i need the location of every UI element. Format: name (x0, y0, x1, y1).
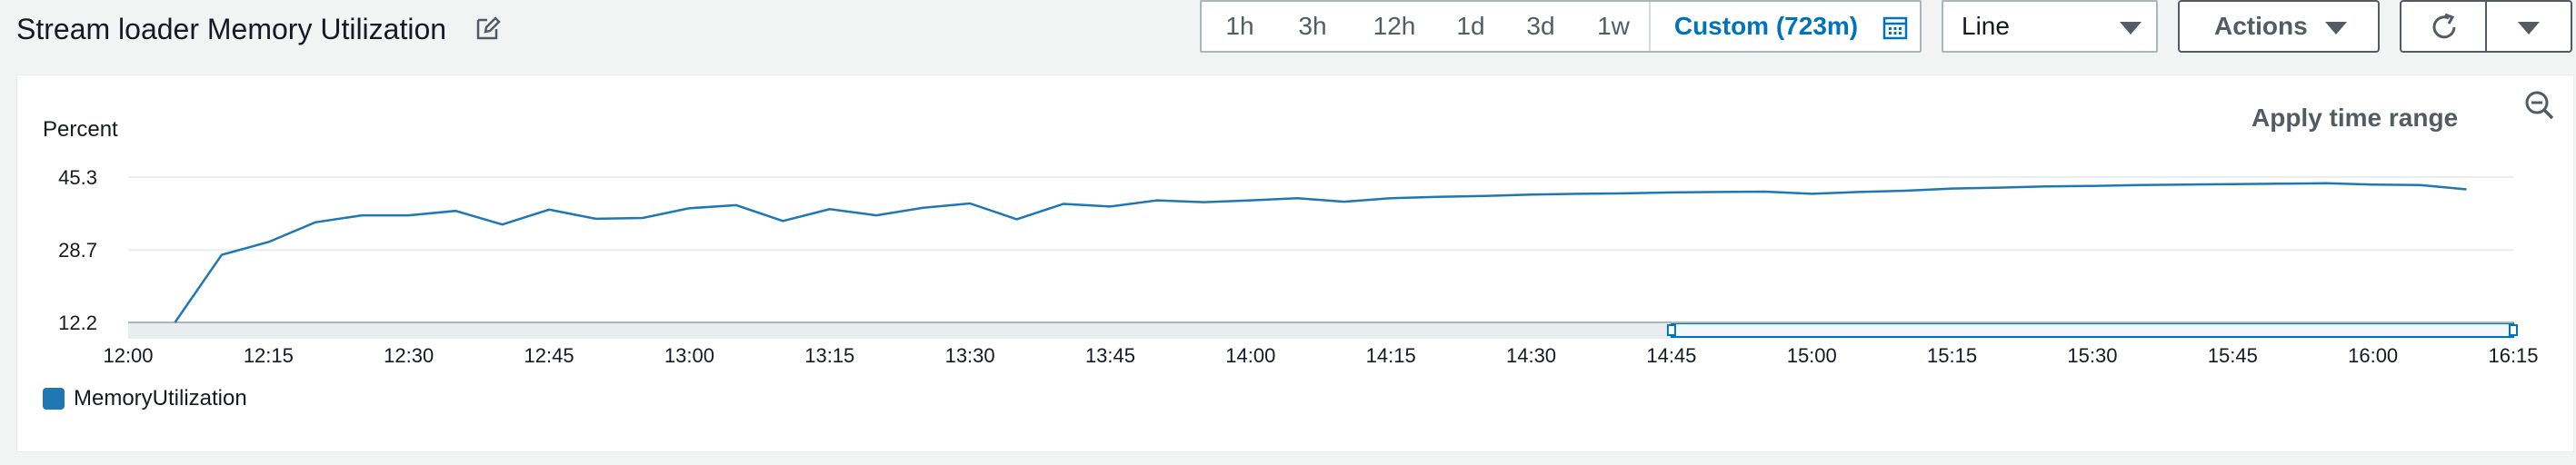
chevron-down-icon (2325, 22, 2347, 35)
x-tick-label: 13:15 (804, 344, 854, 367)
refresh-button[interactable] (2400, 0, 2487, 53)
range-divider (1649, 2, 1651, 51)
actions-label: Actions (2214, 12, 2308, 40)
brush-handle-left (1666, 324, 1676, 336)
x-tick-label: 12:15 (244, 344, 294, 367)
brush-handle-right (2509, 324, 2518, 336)
y-tick-label: 12.2 (58, 312, 97, 334)
chart-panel: Percent Apply time range 45.3 28.7 12.2 12:… (16, 74, 2574, 452)
legend-swatch (43, 388, 65, 410)
chevron-down-icon (2120, 22, 2142, 35)
range-12h-button[interactable]: 12h (1373, 12, 1416, 40)
edit-icon[interactable] (474, 15, 502, 42)
legend-label: MemoryUtilization (74, 386, 247, 411)
calendar-icon[interactable] (1882, 14, 1909, 41)
actions-button[interactable]: Actions (2178, 0, 2380, 53)
range-1d-button[interactable]: 1d (1456, 12, 1485, 40)
refresh-icon (2432, 13, 2456, 39)
x-tick-label: 12:30 (384, 344, 434, 367)
x-tick-label: 15:30 (2067, 344, 2117, 367)
y-tick-label: 28.7 (58, 239, 97, 262)
y-axis-unit-label: Percent (43, 117, 118, 142)
x-tick-label: 14:45 (1646, 344, 1696, 367)
x-tick-label: 16:15 (2488, 344, 2538, 367)
chart-type-select[interactable]: Line (1942, 0, 2158, 53)
chart-type-value: Line (1962, 12, 2010, 40)
zoom-out-icon[interactable] (2522, 88, 2557, 123)
brush-selection (1670, 322, 2514, 338)
x-tick-label: 12:45 (524, 344, 574, 367)
widget-header: Stream loader Memory Utilization 1h 3h 1… (0, 0, 2576, 60)
series-line-MemoryUtilization (174, 182, 2467, 323)
line-chart: 45.3 28.7 12.2 12:00 12:15 12:30 12:45 13:00 13:… (58, 166, 2538, 367)
chevron-down-icon (2518, 22, 2540, 35)
x-tick-label: 13:30 (945, 344, 995, 367)
range-3d-button[interactable]: 3d (1526, 12, 1555, 40)
range-1h-button[interactable]: 1h (1225, 12, 1254, 40)
widget-title: Stream loader Memory Utilization (16, 13, 447, 45)
time-range-selector: 1h 3h 12h 1d 3d 1w Custom (723m) (1200, 0, 1922, 53)
x-tick-label: 15:00 (1787, 344, 1837, 367)
x-tick-label: 12:00 (103, 344, 153, 367)
x-tick-label: 13:00 (664, 344, 714, 367)
x-tick-label: 14:15 (1366, 344, 1416, 367)
range-3h-button[interactable]: 3h (1298, 12, 1327, 40)
x-tick-label: 15:15 (1927, 344, 1977, 367)
x-tick-label: 14:30 (1506, 344, 1556, 367)
custom-range-button[interactable]: Custom (723m) (1673, 12, 1859, 40)
x-tick-label: 14:00 (1225, 344, 1275, 367)
x-tick-label: 13:45 (1085, 344, 1135, 367)
x-tick-label: 15:45 (2208, 344, 2258, 367)
x-tick-label: 16:00 (2348, 344, 2398, 367)
apply-time-range-button[interactable]: Apply time range (2252, 104, 2459, 132)
y-tick-label: 45.3 (58, 166, 97, 189)
range-1w-button[interactable]: 1w (1597, 12, 1630, 40)
refresh-options-button[interactable] (2485, 0, 2572, 53)
